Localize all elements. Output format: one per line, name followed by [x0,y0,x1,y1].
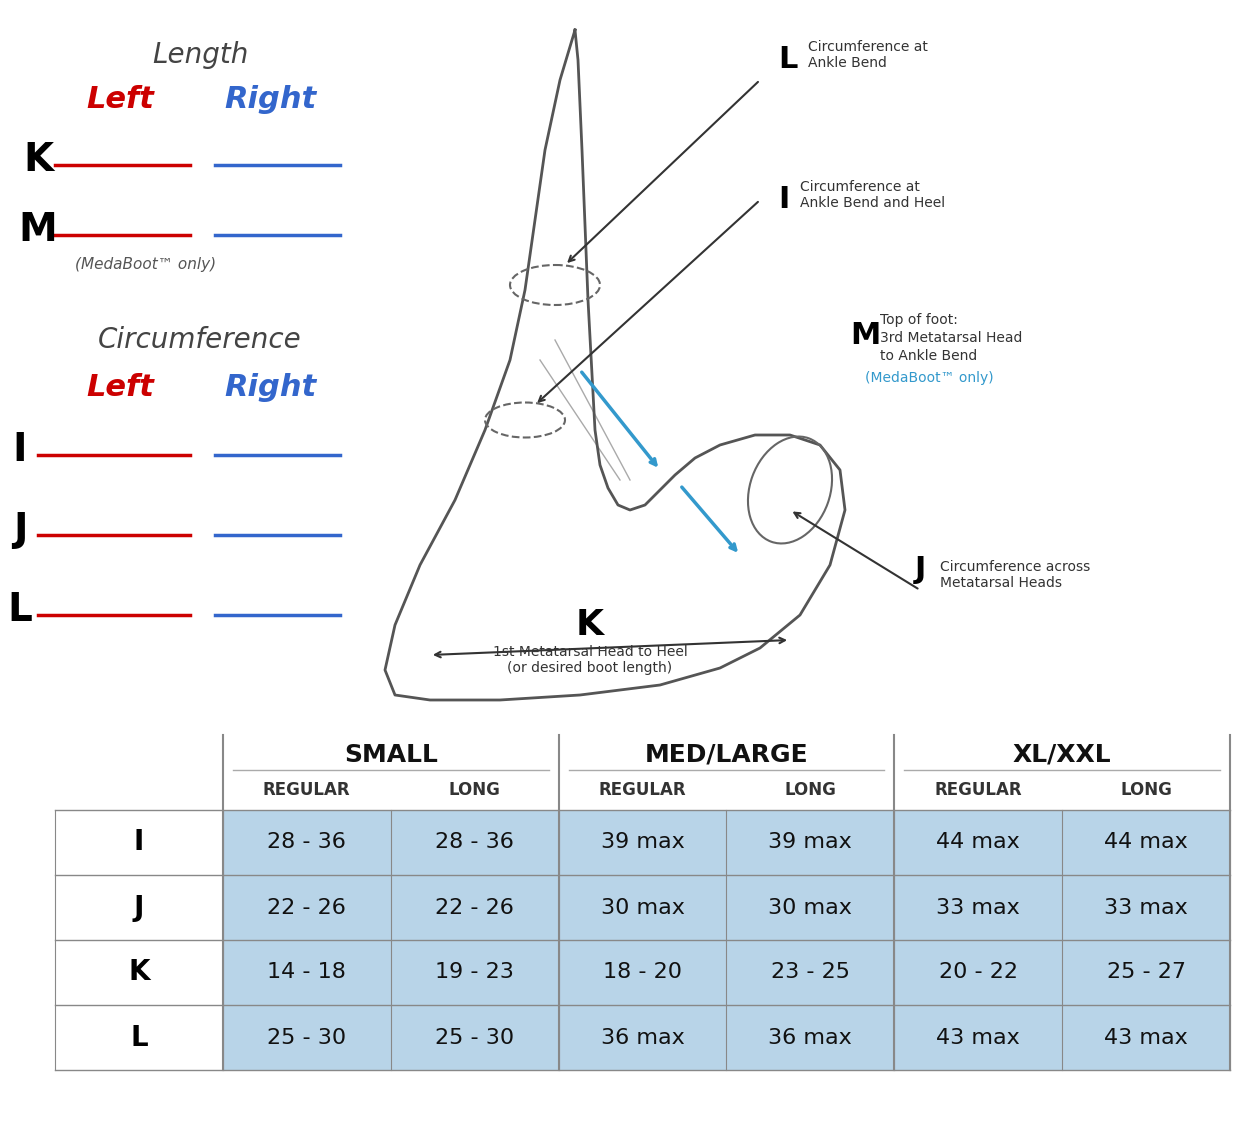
Text: Circumference across
Metatarsal Heads: Circumference across Metatarsal Heads [940,560,1090,590]
Text: 19 - 23: 19 - 23 [435,962,514,983]
Bar [726,1005,894,1070]
Text: REGULAR: REGULAR [599,780,686,798]
Text: Left: Left [86,374,154,402]
Text: XL/XXL: XL/XXL [1013,743,1111,767]
Text: 36 max: 36 max [769,1028,853,1048]
Text: (MedaBoot™ only): (MedaBoot™ only) [865,371,994,385]
Text: K: K [22,141,52,179]
Text: LONG: LONG [1120,780,1172,798]
Bar [1062,875,1230,940]
Text: REGULAR: REGULAR [935,780,1022,798]
Bar [391,1005,559,1070]
Text: 43 max: 43 max [1104,1028,1188,1048]
Text: 25 - 30: 25 - 30 [435,1028,514,1048]
Bar [559,1005,726,1070]
Text: SMALL: SMALL [344,743,437,767]
Text: 1st Metatarsal Head to Heel
(or desired boot length): 1st Metatarsal Head to Heel (or desired … [492,645,688,675]
Bar [391,875,559,940]
Text: Right: Right [224,85,316,115]
Text: Circumference at
Ankle Bend and Heel: Circumference at Ankle Bend and Heel [800,180,945,210]
Text: 30 max: 30 max [600,897,685,917]
Text: 25 - 27: 25 - 27 [1106,962,1185,983]
Text: 33 max: 33 max [936,897,1020,917]
Text: K: K [129,959,150,986]
Text: 22 - 26: 22 - 26 [435,897,514,917]
Text: J: J [134,894,144,922]
Bar [559,810,726,875]
Bar [726,940,894,1005]
Text: I: I [134,829,144,857]
Text: Left: Left [86,85,154,115]
Text: K: K [576,608,604,642]
Bar [559,875,726,940]
Bar [1062,940,1230,1005]
Text: I: I [12,431,28,469]
Text: 44 max: 44 max [1104,832,1188,852]
Text: 30 max: 30 max [769,897,853,917]
Bar [894,875,1062,940]
Text: (MedaBoot™ only): (MedaBoot™ only) [75,257,216,273]
Bar [1062,810,1230,875]
Text: Right: Right [224,374,316,402]
Text: M: M [850,320,880,349]
Text: Length: Length [151,42,249,69]
Text: 39 max: 39 max [601,832,685,852]
Text: 3rd Metatarsal Head: 3rd Metatarsal Head [880,331,1022,345]
Text: Circumference: Circumference [98,326,302,354]
Bar [222,1005,391,1070]
Bar [726,810,894,875]
Bar [222,940,391,1005]
Bar [726,875,894,940]
Text: Circumference at
Ankle Bend: Circumference at Ankle Bend [808,40,928,70]
Text: 28 - 36: 28 - 36 [268,832,346,852]
Text: 22 - 26: 22 - 26 [268,897,346,917]
Text: 28 - 36: 28 - 36 [435,832,514,852]
Text: 43 max: 43 max [936,1028,1020,1048]
Text: 36 max: 36 max [601,1028,685,1048]
Text: J: J [12,511,28,549]
Bar [559,940,726,1005]
Bar [894,1005,1062,1070]
Bar [894,810,1062,875]
Text: to Ankle Bend: to Ankle Bend [880,349,978,363]
Text: L: L [8,591,32,629]
Text: 14 - 18: 14 - 18 [268,962,346,983]
Text: LONG: LONG [449,780,500,798]
Text: 20 - 22: 20 - 22 [939,962,1017,983]
Bar [894,940,1062,1005]
Text: MED/LARGE: MED/LARGE [645,743,809,767]
Text: 25 - 30: 25 - 30 [268,1028,346,1048]
Text: LONG: LONG [785,780,836,798]
Text: 39 max: 39 max [769,832,853,852]
Text: M: M [19,211,58,249]
Text: 23 - 25: 23 - 25 [771,962,850,983]
Text: 33 max: 33 max [1104,897,1188,917]
Text: REGULAR: REGULAR [262,780,350,798]
Bar [391,810,559,875]
Text: 18 - 20: 18 - 20 [602,962,683,983]
Text: L: L [130,1023,148,1051]
Text: 44 max: 44 max [936,832,1020,852]
Bar [391,940,559,1005]
Text: L: L [778,46,798,74]
Text: J: J [915,556,926,584]
Bar [222,875,391,940]
Bar [222,810,391,875]
Bar [1062,1005,1230,1070]
Text: I: I [778,185,790,214]
Text: Top of foot:: Top of foot: [880,313,958,327]
